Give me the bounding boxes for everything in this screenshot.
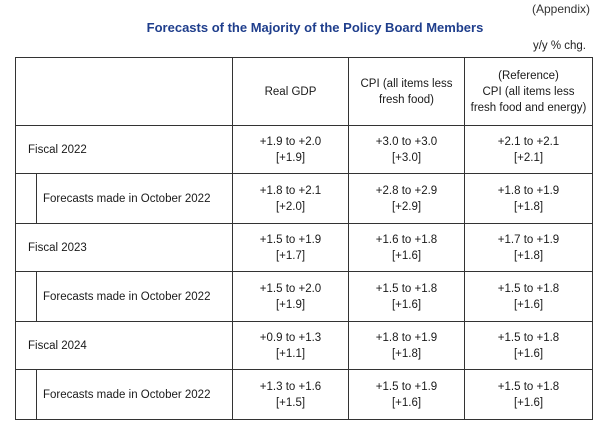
ref-range: +1.5 to +1.8: [497, 282, 560, 295]
header-cpi-line1: CPI (all items less: [360, 77, 453, 90]
header-cpi-line2: fresh food): [379, 93, 434, 106]
header-ref-line2: CPI (all items less: [482, 85, 575, 98]
ref-median: [+1.8]: [513, 249, 544, 262]
ref-median: [+1.6]: [513, 298, 544, 311]
cpi-cell: +3.0 to +3.0 [+3.0]: [348, 125, 465, 174]
gdp-cell: +1.5 to +1.9 [+1.7]: [232, 223, 349, 272]
ref-cell: +1.5 to +1.8 [+1.6]: [464, 271, 593, 322]
cpi-cell: +2.8 to +2.9 [+2.9]: [348, 173, 465, 224]
cpi-median: [+1.6]: [391, 249, 422, 262]
gdp-median: [+1.5]: [275, 396, 306, 409]
header-cpi: CPI (all items less fresh food): [348, 57, 465, 126]
gdp-range: +1.5 to +1.9: [259, 233, 322, 246]
cpi-range: +1.5 to +1.9: [375, 380, 438, 393]
cpi-cell: +1.5 to +1.9 [+1.6]: [348, 369, 465, 420]
ref-cell: +2.1 to +2.1 [+2.1]: [464, 125, 593, 174]
gdp-median: [+1.9]: [275, 151, 306, 164]
row-label: Fiscal 2022: [15, 125, 233, 174]
cpi-range: +1.8 to +1.9: [375, 331, 438, 344]
cpi-range: +3.0 to +3.0: [375, 135, 438, 148]
appendix-label: (Appendix): [531, 2, 590, 16]
gdp-cell: +1.9 to +2.0 [+1.9]: [232, 125, 349, 174]
unit-label: y/y % chg.: [532, 40, 586, 52]
gdp-range: +1.5 to +2.0: [259, 282, 322, 295]
table-row-sub: Forecasts made in October 2022 +1.3 to +…: [15, 369, 593, 420]
ref-median: [+1.6]: [513, 396, 544, 409]
gdp-cell: +0.9 to +1.3 [+1.1]: [232, 321, 349, 370]
gdp-cell: +1.5 to +2.0 [+1.9]: [232, 271, 349, 322]
ref-range: +1.5 to +1.8: [497, 331, 560, 344]
header-row: Real GDP CPI (all items less fresh food)…: [15, 57, 593, 126]
gdp-median: [+1.9]: [275, 298, 306, 311]
gdp-range: +0.9 to +1.3: [259, 331, 322, 344]
header-ref-line1: (Reference): [498, 69, 559, 82]
sub-row-label: Forecasts made in October 2022: [43, 290, 211, 303]
cpi-cell: +1.5 to +1.8 [+1.6]: [348, 271, 465, 322]
cpi-median: [+2.9]: [391, 200, 422, 213]
sub-row-label: Forecasts made in October 2022: [43, 192, 211, 205]
cpi-range: +1.5 to +1.8: [375, 282, 438, 295]
ref-median: [+1.6]: [513, 347, 544, 360]
cpi-median: [+1.8]: [391, 347, 422, 360]
forecast-table: Real GDP CPI (all items less fresh food)…: [15, 57, 593, 420]
gdp-median: [+2.0]: [275, 200, 306, 213]
ref-range: +1.8 to +1.9: [497, 184, 560, 197]
gdp-cell: +1.8 to +2.1 [+2.0]: [232, 173, 349, 224]
header-blank: [15, 57, 233, 126]
table-row: Fiscal 2024 +0.9 to +1.3 [+1.1] +1.8 to …: [15, 321, 593, 370]
header-ref-line3: fresh food and energy): [470, 101, 587, 114]
gdp-median: [+1.1]: [275, 347, 306, 360]
ref-cell: +1.8 to +1.9 [+1.8]: [464, 173, 593, 224]
header-reference-cpi: (Reference) CPI (all items less fresh fo…: [464, 57, 593, 126]
sub-label-cell: Forecasts made in October 2022: [15, 369, 233, 420]
sub-label-cell: Forecasts made in October 2022: [15, 173, 233, 224]
table-row-sub: Forecasts made in October 2022 +1.8 to +…: [15, 173, 593, 224]
sub-label-cell: Forecasts made in October 2022: [15, 271, 233, 322]
cpi-range: +2.8 to +2.9: [375, 184, 438, 197]
ref-range: +2.1 to +2.1: [497, 135, 560, 148]
ref-cell: +1.7 to +1.9 [+1.8]: [464, 223, 593, 272]
gdp-range: +1.3 to +1.6: [259, 380, 322, 393]
ref-median: [+2.1]: [513, 151, 544, 164]
cpi-range: +1.6 to +1.8: [375, 233, 438, 246]
ref-range: +1.7 to +1.9: [497, 233, 560, 246]
sub-row-label: Forecasts made in October 2022: [43, 388, 211, 401]
gdp-range: +1.8 to +2.1: [259, 184, 322, 197]
gdp-range: +1.9 to +2.0: [259, 135, 322, 148]
cpi-cell: +1.8 to +1.9 [+1.8]: [348, 321, 465, 370]
page-title: Forecasts of the Majority of the Policy …: [146, 20, 484, 35]
ref-cell: +1.5 to +1.8 [+1.6]: [464, 369, 593, 420]
row-label: Fiscal 2023: [15, 223, 233, 272]
ref-cell: +1.5 to +1.8 [+1.6]: [464, 321, 593, 370]
ref-range: +1.5 to +1.8: [497, 380, 560, 393]
cpi-cell: +1.6 to +1.8 [+1.6]: [348, 223, 465, 272]
header-real-gdp: Real GDP: [232, 57, 349, 126]
gdp-median: [+1.7]: [275, 249, 306, 262]
cpi-median: [+1.6]: [391, 298, 422, 311]
table-row-sub: Forecasts made in October 2022 +1.5 to +…: [15, 271, 593, 322]
table-row: Fiscal 2022 +1.9 to +2.0 [+1.9] +3.0 to …: [15, 125, 593, 174]
row-label: Fiscal 2024: [15, 321, 233, 370]
cpi-median: [+1.6]: [391, 396, 422, 409]
table-row: Fiscal 2023 +1.5 to +1.9 [+1.7] +1.6 to …: [15, 223, 593, 272]
ref-median: [+1.8]: [513, 200, 544, 213]
gdp-cell: +1.3 to +1.6 [+1.5]: [232, 369, 349, 420]
cpi-median: [+3.0]: [391, 151, 422, 164]
